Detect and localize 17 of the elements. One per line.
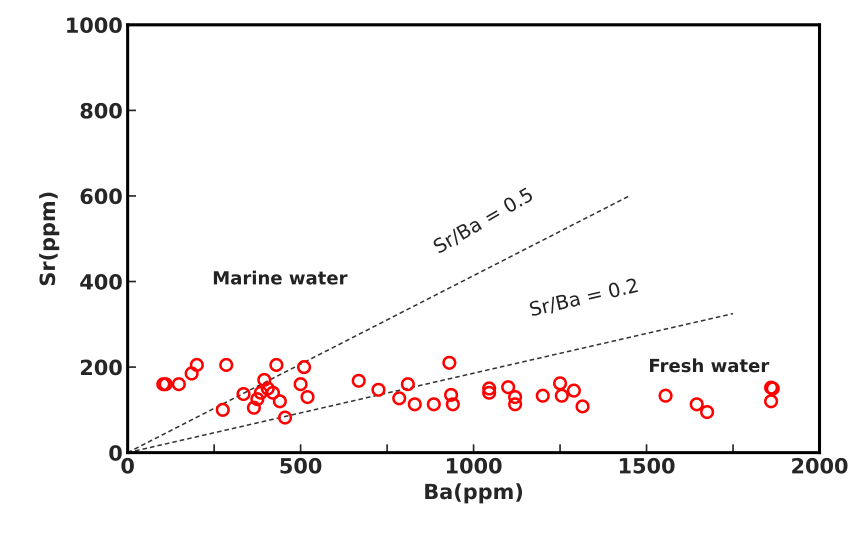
annotation: Sr/Ba = 0.2 — [529, 278, 638, 318]
x-tick-label: 1000 — [446, 458, 502, 474]
x-tick-label: 2000 — [792, 458, 848, 474]
annotation: Sr/Ba = 0.5 — [432, 186, 534, 256]
y-tick-label: 400 — [80, 274, 122, 290]
annotation: Fresh water — [650, 358, 770, 372]
x-axis-title: Ba(ppm) — [425, 483, 522, 504]
y-tick-label: 1000 — [67, 17, 122, 34]
y-tick-label: 200 — [80, 360, 122, 376]
y-axis-title: Sr(ppm) — [39, 192, 60, 286]
y-tick-label: 800 — [80, 102, 122, 119]
x-tick-label: 500 — [280, 458, 322, 474]
y-tick-label: 0 — [109, 445, 122, 461]
x-tick-label: 1500 — [620, 458, 675, 474]
y-tick-label: 600 — [80, 188, 122, 204]
x-tick-label: 0 — [121, 458, 134, 474]
annotation: Marine water — [214, 270, 348, 285]
